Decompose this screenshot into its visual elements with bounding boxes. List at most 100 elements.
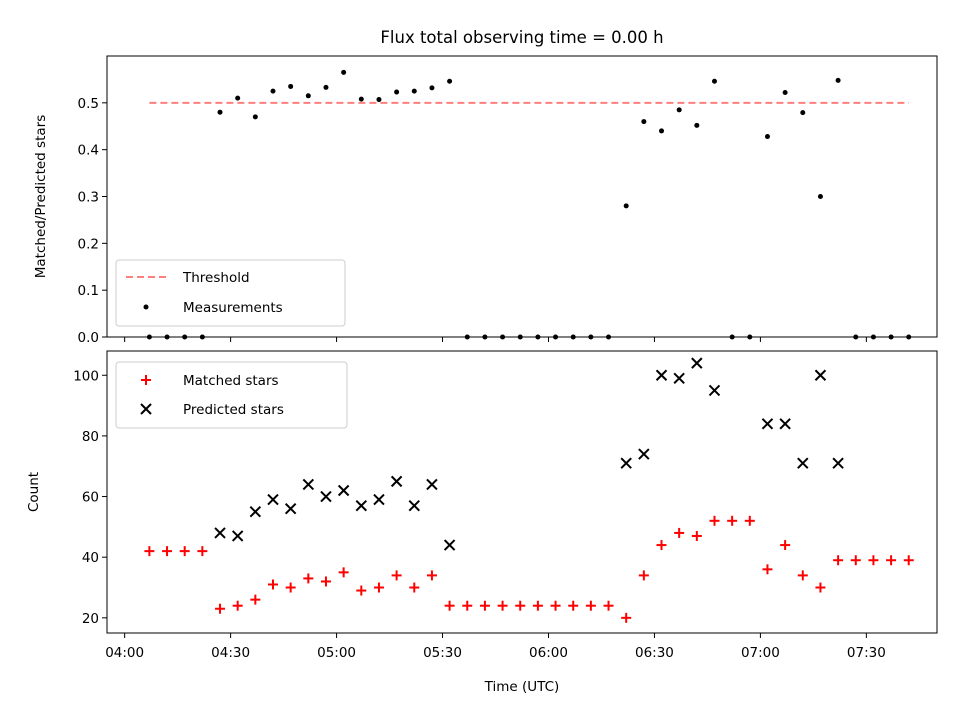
matched-stars-point bbox=[444, 600, 455, 611]
y-tick-label: 0.0 bbox=[78, 330, 99, 346]
predicted-stars-point bbox=[708, 384, 721, 397]
matched-stars-point bbox=[356, 585, 367, 596]
measurement-point bbox=[623, 203, 629, 209]
legend-swatch bbox=[143, 304, 149, 310]
matched-stars-point bbox=[638, 570, 649, 581]
matched-stars-point bbox=[391, 570, 402, 581]
predicted-stars-point-d2 bbox=[373, 493, 385, 506]
count-panel: 20 40 60 80 100 04:00 04:30 05:00 05:30 06:00 06:3… bbox=[26, 350, 938, 661]
ratio-panel: 0.0 0.1 0.2 0.3 0.4 0.5 Matched/Predicted star… bbox=[33, 55, 938, 346]
measurement-point bbox=[411, 88, 417, 94]
predicted-stars-point bbox=[408, 499, 420, 512]
predicted-stars-point-d2 bbox=[337, 484, 350, 497]
predicted-stars-point bbox=[673, 372, 685, 384]
x-tick-label: 05:00 bbox=[317, 645, 356, 661]
predicted-stars-point bbox=[814, 369, 827, 381]
predicted-stars-point bbox=[373, 493, 385, 506]
matched-stars-point bbox=[656, 540, 667, 551]
measurement-point bbox=[341, 69, 347, 75]
predicted-stars-point bbox=[779, 418, 791, 430]
measurement-point bbox=[270, 88, 276, 94]
matched-stars-point bbox=[850, 555, 861, 566]
measurement-point bbox=[252, 114, 258, 120]
matched-stars-point bbox=[268, 579, 278, 590]
predicted-stars-point-d2 bbox=[426, 478, 438, 491]
predicted-stars-point-d2 bbox=[267, 493, 279, 506]
y-tick-label: 0.4 bbox=[78, 143, 99, 159]
predicted-stars-point-d2 bbox=[655, 369, 668, 381]
predicted-stars-point-d2 bbox=[355, 499, 368, 512]
predicted-stars-point-d2 bbox=[443, 539, 456, 551]
measurement-point bbox=[817, 194, 823, 199]
measurement-point bbox=[835, 77, 841, 83]
matched-stars-point bbox=[320, 576, 331, 587]
predicted-stars-point bbox=[284, 502, 297, 515]
measurement-point bbox=[800, 110, 806, 116]
measurement-point bbox=[429, 85, 435, 91]
measurement-point bbox=[376, 97, 382, 103]
legend: Threshold Measurements bbox=[115, 259, 346, 327]
matched-stars-point bbox=[232, 600, 243, 611]
predicted-stars-point bbox=[797, 457, 809, 469]
matched-stars-point bbox=[674, 527, 685, 538]
matched-stars-point bbox=[621, 612, 632, 623]
matched-stars-point bbox=[373, 582, 384, 593]
y-tick-label: 100 bbox=[73, 368, 99, 384]
measurement-point bbox=[711, 78, 717, 84]
matched-stars-point bbox=[338, 567, 349, 578]
measurement-point bbox=[659, 128, 665, 134]
measurement-point bbox=[358, 96, 364, 102]
predicted-stars-point bbox=[443, 539, 456, 551]
predicted-stars-point bbox=[231, 530, 244, 542]
matched-stars-point bbox=[568, 600, 579, 611]
legend-swatch-d2 bbox=[140, 403, 152, 415]
y-tick-label: 20 bbox=[82, 611, 99, 627]
predicted-stars-point-d2 bbox=[832, 457, 844, 469]
matched-stars-point bbox=[797, 570, 808, 581]
legend-swatch bbox=[140, 403, 152, 415]
predicted-stars-point bbox=[320, 490, 332, 503]
matched-stars-point bbox=[479, 600, 490, 611]
legend-box bbox=[115, 361, 348, 429]
y-tick-label: 0.2 bbox=[78, 236, 99, 252]
predicted-stars-point-d2 bbox=[214, 527, 226, 539]
legend-swatch bbox=[141, 375, 151, 385]
matched-stars-point bbox=[780, 540, 791, 551]
measurement-point bbox=[676, 107, 682, 113]
predicted-stars-point-d2 bbox=[620, 457, 632, 469]
matched-stars-point bbox=[532, 600, 543, 611]
matched-stars-point bbox=[409, 582, 420, 593]
y-tick-label: 80 bbox=[82, 429, 99, 445]
y-axis-label: Matched/Predicted stars bbox=[33, 115, 49, 278]
predicted-stars-point-d2 bbox=[408, 499, 420, 512]
legend-label: Measurements bbox=[183, 300, 283, 316]
x-tick-label: 04:30 bbox=[211, 645, 250, 661]
matched-stars-point bbox=[815, 582, 826, 593]
predicted-stars-point bbox=[426, 478, 438, 491]
predicted-stars-point bbox=[638, 448, 650, 460]
predicted-stars-point-d2 bbox=[390, 475, 403, 488]
matched-stars-point bbox=[515, 600, 526, 611]
matched-stars-point bbox=[179, 546, 190, 557]
predicted-stars-point-d2 bbox=[302, 478, 315, 491]
matched-stars-point bbox=[886, 555, 897, 566]
y-tick-label: 60 bbox=[82, 490, 99, 506]
y-tick-label: 0.3 bbox=[78, 190, 99, 206]
predicted-stars-point bbox=[761, 418, 774, 430]
y-axis-label: Count bbox=[26, 472, 42, 512]
axes-frame bbox=[106, 55, 938, 338]
plot-area bbox=[144, 357, 914, 623]
measurement-point bbox=[305, 93, 311, 99]
measurement-point bbox=[288, 83, 294, 89]
legend-label: Predicted stars bbox=[183, 402, 284, 418]
matched-stars-point bbox=[144, 546, 155, 557]
x-tick-label: 05:30 bbox=[423, 645, 462, 661]
matched-stars-point bbox=[162, 546, 173, 557]
predicted-stars-point bbox=[302, 478, 315, 491]
y-tick-label: 0.1 bbox=[78, 283, 99, 299]
measurement-point bbox=[235, 95, 241, 101]
series-matched-stars bbox=[144, 515, 914, 623]
y-tick-label: 0.5 bbox=[78, 96, 99, 112]
matched-stars-point bbox=[303, 573, 314, 584]
